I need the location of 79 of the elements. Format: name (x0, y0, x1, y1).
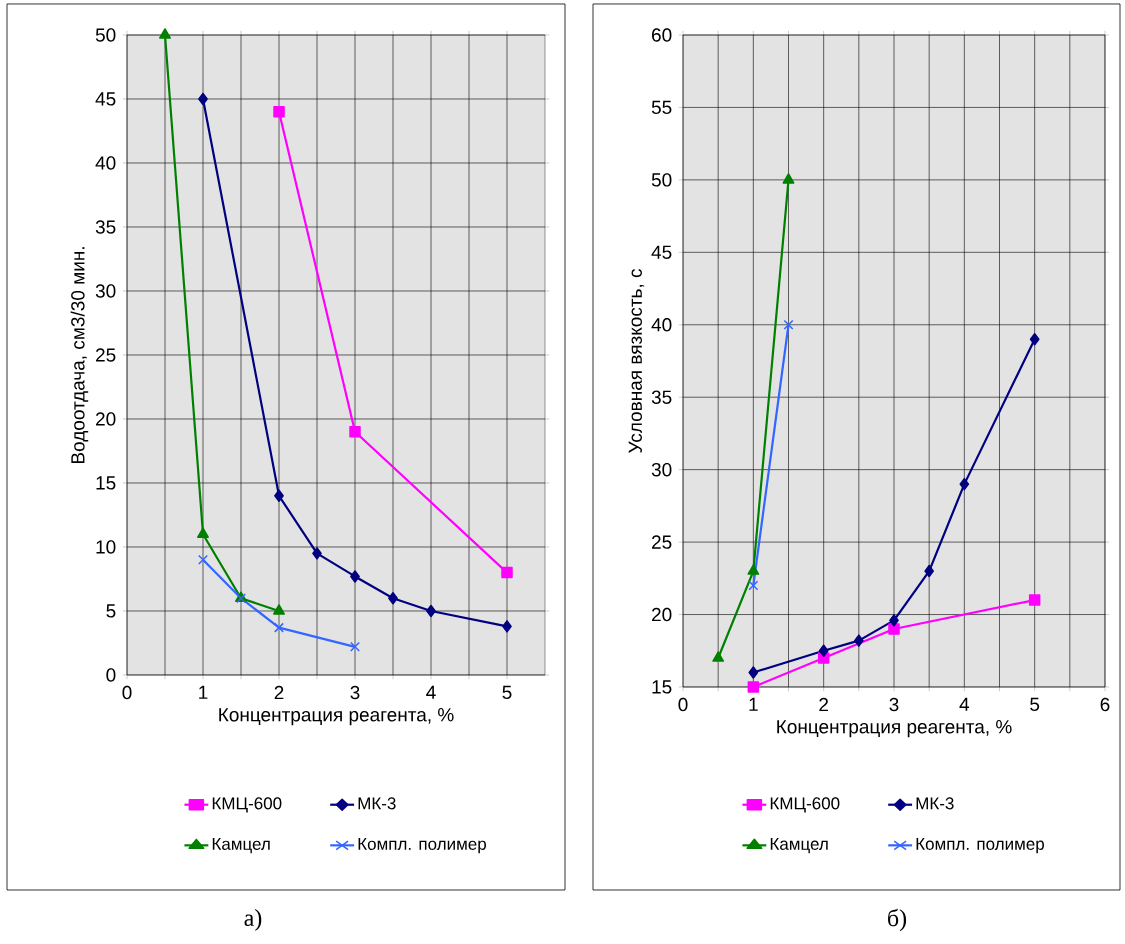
x-tick-label: 3 (889, 697, 899, 712)
legend-label: КМЦ-600 (212, 797, 282, 813)
point (748, 580, 759, 591)
y-tick-label: 50 (651, 173, 672, 187)
point (274, 622, 284, 633)
point (888, 623, 900, 635)
point (273, 604, 285, 615)
point (426, 604, 436, 618)
x-tick-label: 3 (350, 685, 360, 700)
y-tick-label: 45 (95, 92, 116, 106)
point (748, 666, 759, 679)
legend-label: Компл. полимер (916, 838, 1044, 854)
x-tick-label: 2 (274, 685, 284, 700)
x-tick-label: 1 (749, 697, 758, 711)
point (198, 554, 208, 565)
x-tick-label: 5 (502, 685, 512, 700)
y-tick-label: 10 (96, 540, 116, 554)
y-tick-label: 45 (651, 245, 672, 259)
y-tick-label: 25 (652, 535, 672, 549)
y-tick-label: 40 (95, 156, 116, 170)
y-tick-label: 15 (96, 476, 116, 490)
y-axis-title: Условная вязкость, с (628, 268, 645, 453)
y-tick-label: 60 (652, 28, 672, 42)
y-tick-label: 50 (95, 28, 116, 42)
point (853, 634, 864, 647)
y-tick-label: 40 (651, 318, 672, 332)
point (818, 644, 829, 658)
y-axis-title: Водоотдача, см3/30 мин. (70, 247, 89, 464)
legend-label: МК-3 (916, 797, 954, 810)
y-tick-label: 20 (96, 412, 116, 426)
text: б) (888, 908, 907, 932)
y-tick-label: 25 (96, 348, 116, 362)
y-tick-label: 30 (651, 462, 672, 477)
legend-label: МК-3 (358, 797, 396, 810)
y-tick-label: 35 (95, 220, 116, 234)
x-tick-label: 5 (1030, 697, 1040, 712)
y-tick-label: 20 (652, 607, 672, 622)
x-tick-label: 4 (426, 685, 436, 699)
point (312, 547, 322, 560)
legend-label: КМЦ-600 (770, 797, 840, 813)
point (889, 614, 899, 627)
point (959, 477, 970, 491)
point (273, 106, 285, 118)
x-tick-label: 2 (819, 697, 828, 712)
x-tick-label: 0 (678, 697, 688, 712)
x-axis-title: Концентрация реагента, % (219, 708, 454, 726)
point (747, 681, 760, 693)
point (1029, 333, 1040, 346)
point (782, 173, 795, 184)
point (388, 591, 398, 605)
y-tick-label: 5 (106, 604, 116, 618)
point (501, 566, 513, 579)
point (159, 28, 171, 39)
point (1028, 594, 1041, 606)
point (197, 527, 209, 538)
point (350, 641, 360, 652)
x-axis-title: Концентрация реагента, % (777, 720, 1012, 738)
point (350, 570, 360, 583)
point (198, 92, 208, 106)
y-tick-label: 30 (95, 284, 116, 298)
y-tick-label: 15 (652, 680, 672, 694)
x-tick-label: 6 (1100, 697, 1110, 712)
point (924, 564, 935, 578)
x-tick-label: 0 (122, 685, 132, 700)
legend-label: Камцел (770, 838, 828, 854)
x-tick-label: 1 (199, 685, 208, 699)
y-tick-label: 0 (106, 668, 116, 682)
legend-label: Камцел (212, 838, 270, 854)
y-tick-label: 35 (651, 390, 672, 404)
point (274, 489, 284, 503)
point (747, 564, 760, 575)
x-tick-label: 4 (959, 697, 970, 711)
point (502, 620, 512, 633)
point (783, 319, 794, 330)
text: а) (244, 909, 262, 931)
y-tick-label: 55 (651, 100, 672, 115)
point (712, 651, 725, 662)
legend-label: Компл. полимер (358, 838, 486, 854)
point (349, 426, 361, 438)
